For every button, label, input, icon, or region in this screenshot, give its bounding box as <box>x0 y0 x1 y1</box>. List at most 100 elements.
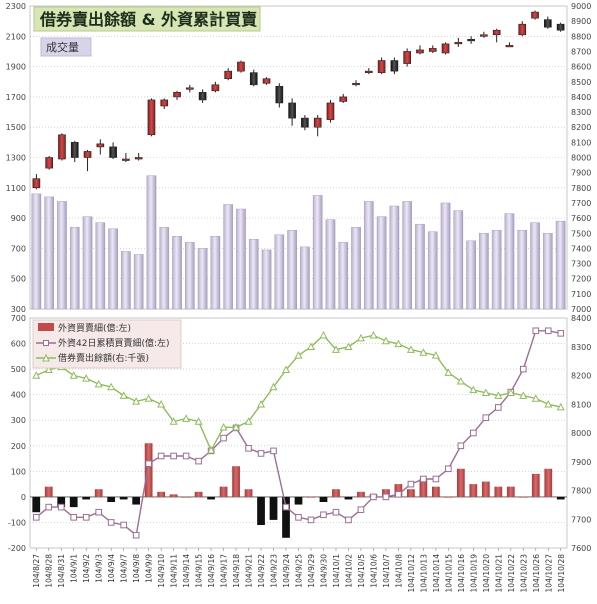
x-tick-label: 104/10/6 <box>369 554 378 588</box>
cumulative-point <box>57 503 65 511</box>
x-tick-label: 104/10/22 <box>507 554 516 593</box>
volume-bar <box>453 210 464 310</box>
bottom-left-tick-label: 700 <box>11 314 26 323</box>
top-right-tick-label: 8900 <box>571 17 591 26</box>
volume-bar <box>376 216 387 310</box>
top-left-tick-label: 1500 <box>6 123 26 132</box>
top-left-axis-ticks: 300 500 700 900 1100 1300 1500 1700 1900 2100 2300 <box>6 2 26 314</box>
bottom-chart-gridlines <box>30 317 567 549</box>
candle-body <box>313 117 322 128</box>
short-balance-point <box>281 365 291 374</box>
bottom-left-tick-label: 500 <box>11 365 26 374</box>
net-buy-bar <box>269 496 278 520</box>
net-buy-bar <box>57 496 66 508</box>
net-buy-bar <box>357 491 365 497</box>
x-tick-label: 104/9/10 <box>157 554 166 588</box>
volume-bar <box>261 249 272 310</box>
x-tick-label: 104/9/23 <box>270 554 279 588</box>
top-right-tick-label: 8500 <box>571 78 591 87</box>
x-tick-label: 104/10/1 <box>332 554 341 588</box>
short-balance-point <box>294 351 303 359</box>
cumulative-point <box>295 514 302 521</box>
net-buy-bar <box>232 466 240 497</box>
volume-bar <box>210 236 221 310</box>
short-balance-point <box>182 414 191 422</box>
short-balance-point <box>506 388 515 397</box>
candle-body <box>377 60 386 73</box>
legend-marker-short-balance <box>42 353 50 362</box>
candle-body <box>186 87 194 90</box>
x-tick-label: 104/9/2 <box>82 554 91 583</box>
short-balance-line <box>32 330 565 454</box>
short-balance-point <box>531 394 540 402</box>
bottom-left-tick-label: 0 <box>21 493 26 502</box>
top-right-tick-label: 8300 <box>571 108 591 117</box>
cumulative-point <box>245 445 252 452</box>
legend-swatch-bars <box>38 323 54 331</box>
top-chart-gridlines <box>30 5 567 310</box>
candle-body <box>326 102 335 120</box>
volume-bar <box>364 201 374 310</box>
short-balance-point <box>456 376 465 385</box>
volume-bar <box>69 226 80 310</box>
volume-bar <box>236 208 246 310</box>
candle-body <box>134 157 143 160</box>
cumulative-point <box>445 465 452 473</box>
x-tick-label: 104/10/7 <box>382 554 391 588</box>
short-balance-point <box>107 382 116 391</box>
volume-bar <box>133 254 144 310</box>
short-balance-point <box>356 333 365 342</box>
x-tick-label: 104/10/23 <box>519 554 528 593</box>
volume-bar <box>530 222 540 310</box>
cumulative-point <box>519 365 527 373</box>
top-right-tick-label: 8400 <box>571 93 591 102</box>
candle-body <box>122 158 130 161</box>
x-tick-label: 104/10/14 <box>432 554 441 593</box>
bottom-right-tick-label: 8300 <box>571 343 591 352</box>
candle-body <box>288 102 296 119</box>
short-balance-point <box>32 371 41 379</box>
x-tick-label: 104/8/27 <box>32 554 41 588</box>
candle-body <box>505 45 514 48</box>
short-balance-point <box>144 394 153 402</box>
bottom-right-tick-label: 7600 <box>571 544 591 553</box>
candle-body <box>83 151 92 158</box>
x-tick-label: 104/10/8 <box>394 554 403 588</box>
cumulative-point <box>157 452 165 460</box>
x-tick-label: 104/10/5 <box>357 554 366 588</box>
short-balance-point <box>406 345 415 353</box>
top-right-tick-label: 7300 <box>571 260 591 269</box>
top-right-tick-label: 8100 <box>571 138 591 147</box>
candle-body <box>428 48 437 52</box>
net-buy-bar <box>344 496 353 500</box>
x-tick-label: 104/8/31 <box>57 554 66 588</box>
short-balance-point <box>344 342 353 351</box>
short-balance-point <box>82 374 91 382</box>
cumulative-point <box>432 475 440 483</box>
net-buy-bar <box>407 489 415 497</box>
bottom-right-tick-label: 8400 <box>571 314 591 323</box>
candle-body <box>518 23 527 36</box>
net-buy-bar <box>469 484 478 497</box>
short-balance-point <box>444 368 453 376</box>
bottom-left-tick-label: 200 <box>11 442 26 451</box>
top-right-tick-label: 8600 <box>571 63 591 72</box>
x-tick-label: 104/9/25 <box>295 554 304 588</box>
candle-body <box>352 82 360 86</box>
top-left-tick-label: 1300 <box>6 154 26 163</box>
volume-bar <box>300 246 310 310</box>
x-tick-label: 104/9/9 <box>145 554 154 583</box>
net-buy-bar <box>44 486 53 497</box>
x-tick-label: 104/9/18 <box>232 554 241 588</box>
net-buy-bar <box>107 496 116 502</box>
volume-bar <box>351 226 361 310</box>
short-balance-point <box>244 417 253 425</box>
cumulative-point <box>544 327 552 335</box>
net-buy-bar <box>169 494 178 497</box>
candle-body <box>467 39 475 42</box>
candle-body <box>301 117 309 128</box>
bottom-right-tick-label: 7900 <box>571 458 591 467</box>
net-buy-bar <box>506 486 515 497</box>
candle-body <box>492 29 501 36</box>
net-buy-bar <box>182 496 190 498</box>
